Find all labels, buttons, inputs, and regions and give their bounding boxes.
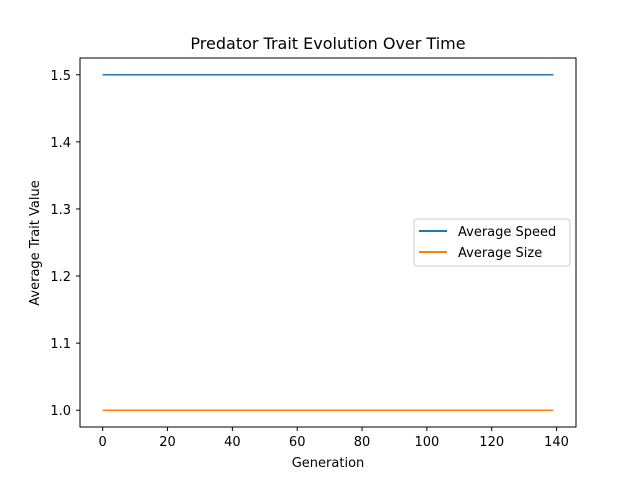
x-tick-label: 100 bbox=[414, 435, 439, 450]
chart-title: Predator Trait Evolution Over Time bbox=[190, 34, 465, 53]
y-axis-label: Average Trait Value bbox=[28, 180, 43, 305]
x-tick-label: 60 bbox=[289, 435, 306, 450]
legend-label-size: Average Size bbox=[458, 246, 542, 261]
x-axis: 0 20 40 60 80 100 120 140 bbox=[99, 427, 569, 450]
x-tick-label: 120 bbox=[479, 435, 504, 450]
legend-label-speed: Average Speed bbox=[458, 225, 556, 240]
plot-area bbox=[102, 74, 554, 411]
y-tick-label: 1.4 bbox=[50, 136, 71, 151]
legend: Average Speed Average Size bbox=[413, 218, 571, 267]
y-tick-label: 1.0 bbox=[50, 404, 71, 419]
x-tick-label: 0 bbox=[99, 435, 107, 450]
y-axis: 1.0 1.1 1.2 1.3 1.4 1.5 bbox=[50, 69, 80, 419]
x-tick-label: 80 bbox=[354, 435, 371, 450]
y-tick-label: 1.2 bbox=[50, 270, 71, 285]
legend-box bbox=[413, 218, 571, 267]
x-tick-label: 140 bbox=[544, 435, 569, 450]
x-tick-label: 40 bbox=[224, 435, 241, 450]
plot-frame bbox=[79, 57, 577, 428]
x-axis-label: Generation bbox=[292, 456, 365, 471]
y-tick-label: 1.5 bbox=[50, 69, 71, 84]
x-tick-label: 20 bbox=[159, 435, 176, 450]
y-tick-label: 1.3 bbox=[50, 203, 71, 218]
y-tick-label: 1.1 bbox=[50, 337, 71, 352]
